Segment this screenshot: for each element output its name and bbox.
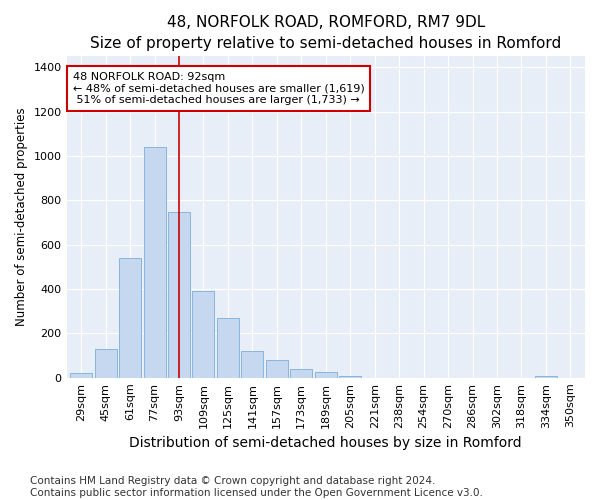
Text: Contains HM Land Registry data © Crown copyright and database right 2024.
Contai: Contains HM Land Registry data © Crown c…	[30, 476, 483, 498]
Bar	[241, 351, 263, 378]
Y-axis label: Number of semi-detached properties: Number of semi-detached properties	[15, 108, 28, 326]
Bar	[193, 292, 214, 378]
X-axis label: Distribution of semi-detached houses by size in Romford: Distribution of semi-detached houses by …	[130, 436, 522, 450]
Bar	[70, 373, 92, 378]
Bar	[143, 147, 166, 378]
Bar	[315, 372, 337, 378]
Bar	[95, 349, 116, 378]
Bar	[535, 376, 557, 378]
Bar	[119, 258, 141, 378]
Bar	[217, 318, 239, 378]
Bar	[339, 376, 361, 378]
Text: 48 NORFOLK ROAD: 92sqm
← 48% of semi-detached houses are smaller (1,619)
 51% of: 48 NORFOLK ROAD: 92sqm ← 48% of semi-det…	[73, 72, 364, 105]
Bar	[290, 369, 313, 378]
Bar	[266, 360, 288, 378]
Title: 48, NORFOLK ROAD, ROMFORD, RM7 9DL
Size of property relative to semi-detached ho: 48, NORFOLK ROAD, ROMFORD, RM7 9DL Size …	[90, 15, 562, 51]
Bar	[168, 212, 190, 378]
